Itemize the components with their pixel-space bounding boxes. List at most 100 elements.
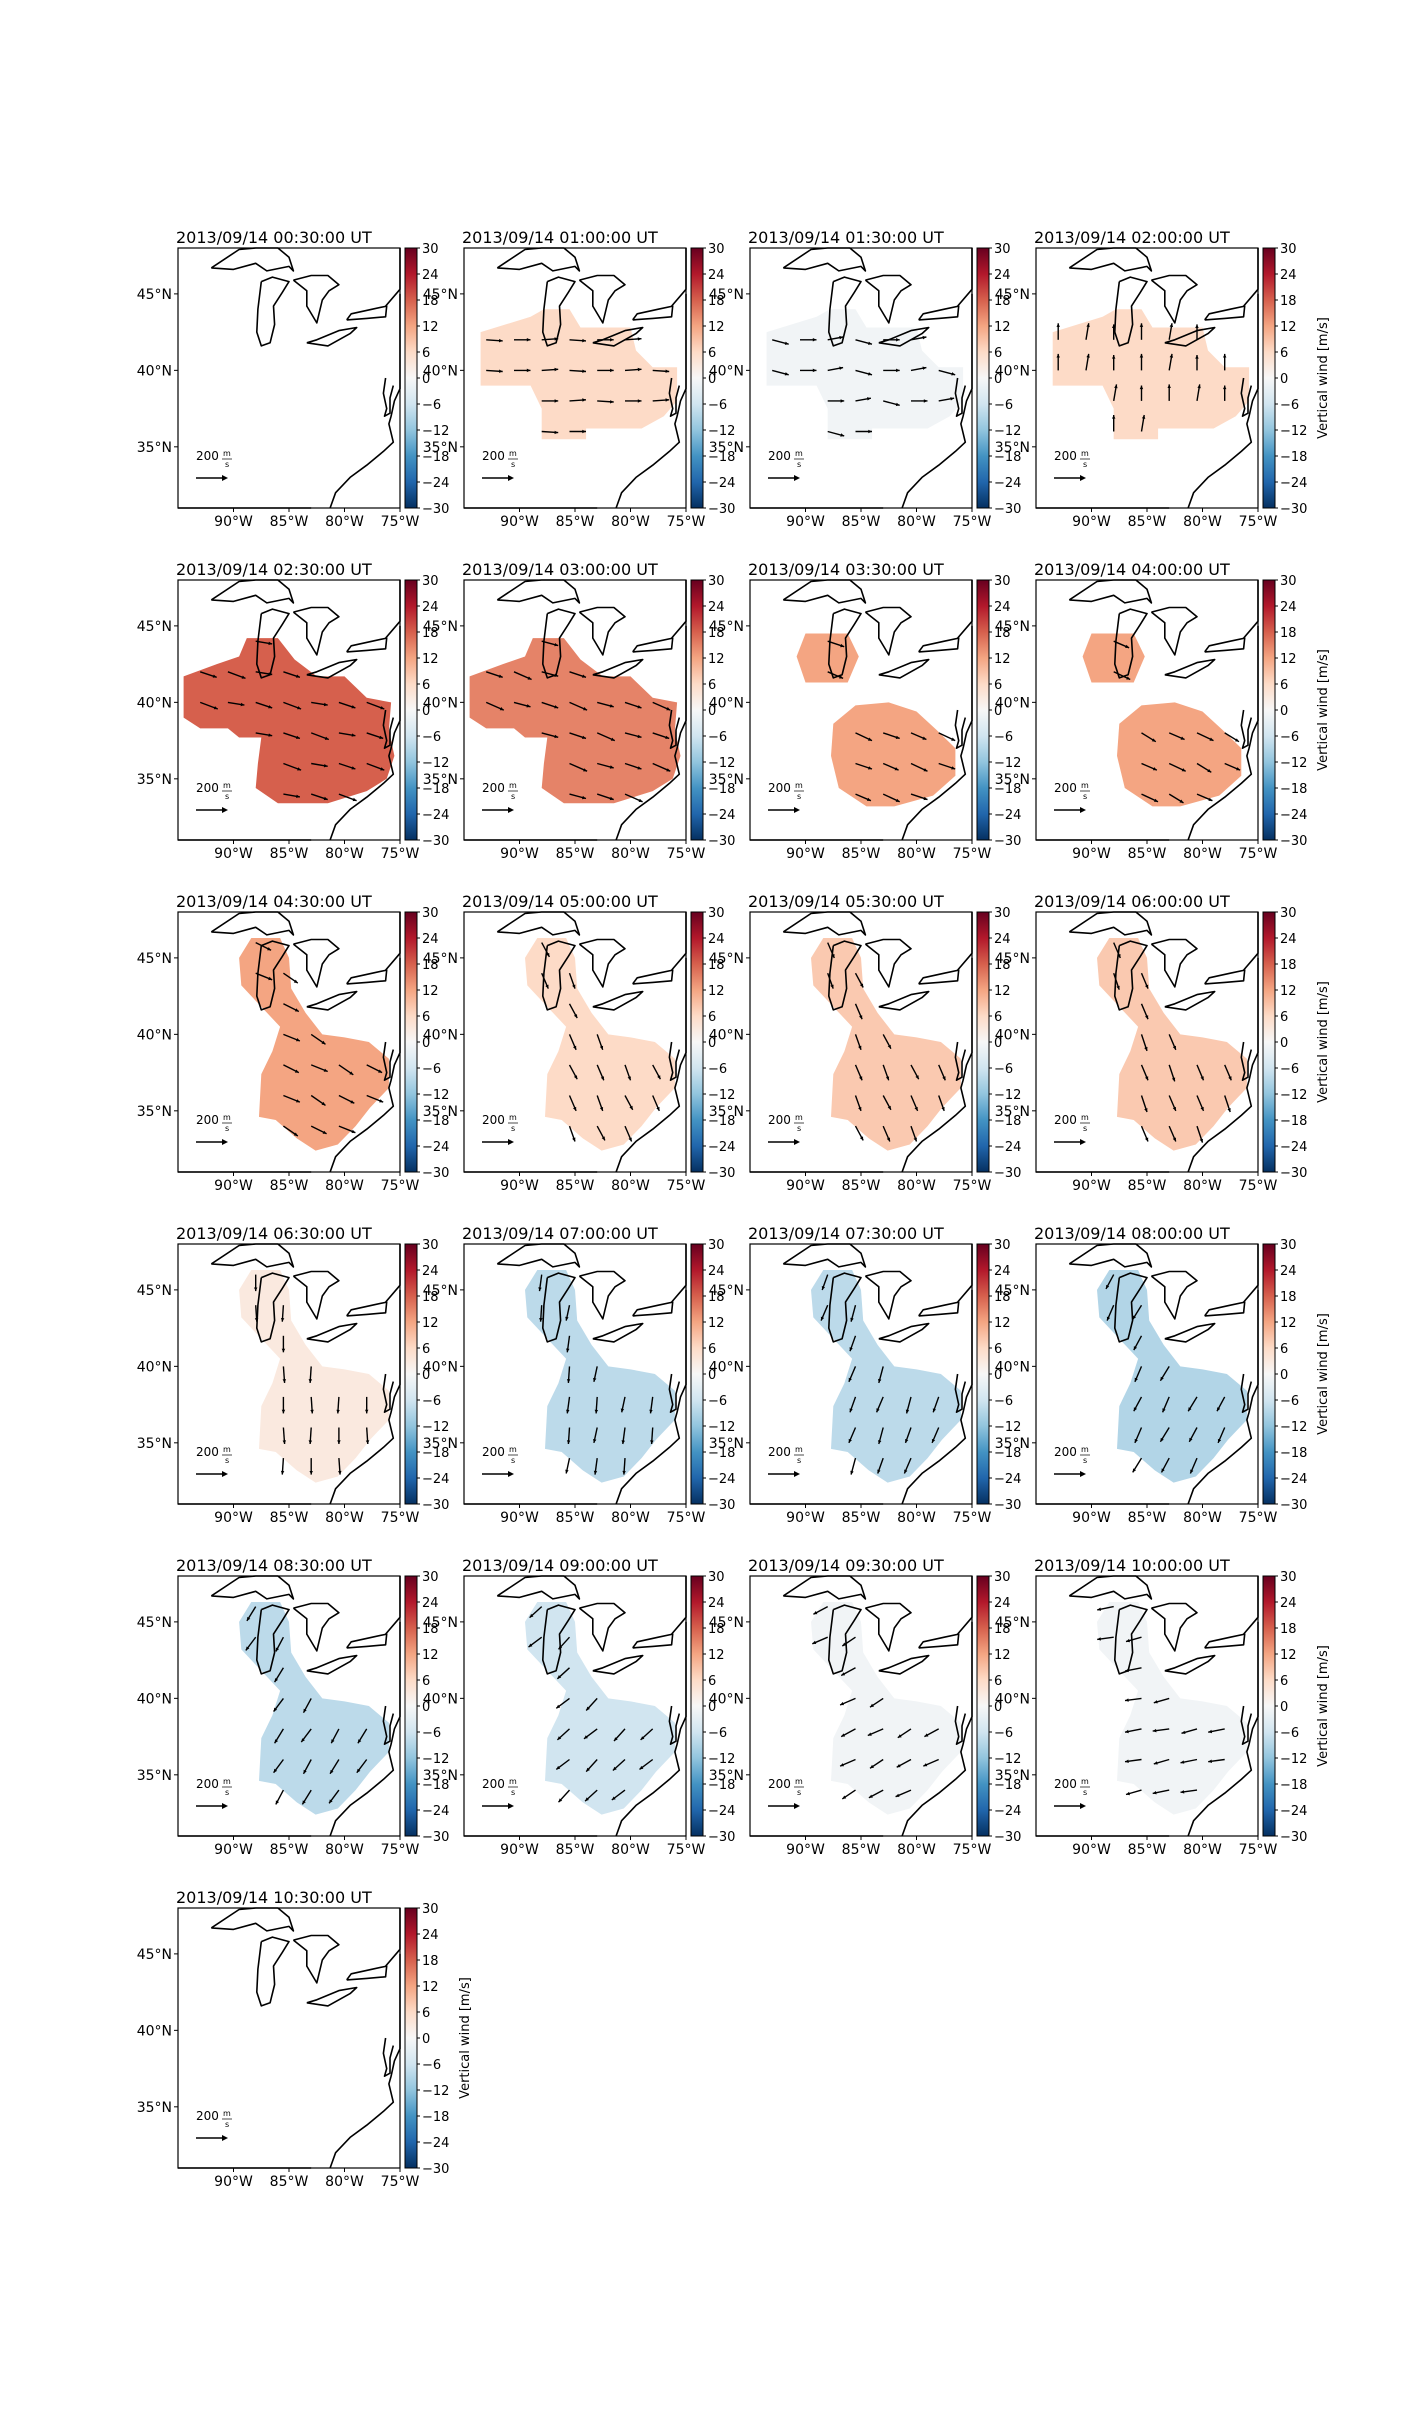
- wind-arrow-head: [572, 984, 576, 989]
- colorbar-tick-label: −12: [708, 756, 735, 771]
- colorbar-tick-label: 0: [1280, 1700, 1288, 1715]
- wind-arrow-head: [1106, 1284, 1110, 1289]
- wind-arrow-head: [922, 736, 927, 740]
- panel-15: 2013/09/14 07:30:00 UT 45°N 40°N 35°N 90°W 85…: [709, 1224, 1022, 1526]
- arrow-key-unit-bottom: s: [225, 1124, 229, 1133]
- wind-arrow-head: [840, 399, 845, 403]
- wind-arrow-head: [923, 768, 928, 772]
- colorbar-tick-label: 0: [1280, 1036, 1288, 1051]
- lon-tick-label: 75°W: [381, 1510, 420, 1526]
- colorbar-tick-label: 6: [1280, 1342, 1288, 1357]
- wind-arrow-head: [330, 1769, 334, 1774]
- coastline-3: [210, 247, 295, 272]
- colorbar-tick-label: −6: [708, 1062, 727, 1077]
- colorbar-tick-label: −6: [422, 1394, 441, 1409]
- colorbar-tick-label: −18: [994, 1778, 1021, 1793]
- wind-arrow-head: [498, 674, 503, 678]
- colorbar-tick-label: 12: [708, 1648, 725, 1663]
- lat-tick-label: 45°N: [423, 619, 458, 635]
- wind-arrow-head: [1056, 353, 1060, 358]
- colorbar-tick-label: −12: [422, 2084, 449, 2099]
- coastline-9: [1240, 1373, 1253, 1413]
- colorbar-tick-label: −6: [708, 398, 727, 413]
- lat-tick-label: 45°N: [137, 1283, 172, 1299]
- colorbar-tick-label: 24: [994, 1264, 1011, 1279]
- wind-arrow-head: [1112, 415, 1116, 419]
- lon-tick-label: 85°W: [842, 1178, 881, 1194]
- wind-arrow-head: [922, 366, 927, 370]
- wind-arrow-head: [629, 1105, 633, 1110]
- lat-tick-label: 45°N: [137, 619, 172, 635]
- lon-tick-label: 80°W: [325, 514, 364, 530]
- panel-4: 2013/09/14 02:00:00 UT 45°N 40°N 35°N 90°W 85…: [995, 228, 1331, 530]
- wind-arrow-head: [1133, 1346, 1137, 1351]
- wind-arrow-head: [267, 947, 272, 951]
- arrow-key-unit-top: m: [509, 1445, 517, 1454]
- colorbar-tick-label: 18: [994, 1622, 1011, 1637]
- wind-arrow-head: [554, 705, 559, 709]
- wind-arrow-head: [1180, 736, 1185, 740]
- lon-tick-label: 80°W: [897, 1510, 936, 1526]
- colorbar-tick-label: −30: [422, 1166, 449, 1181]
- wind-arrow-head: [867, 1732, 872, 1736]
- coastline-5: [292, 938, 340, 988]
- wind-arrow-head: [951, 766, 956, 770]
- wind-arrow-head: [212, 674, 217, 678]
- colorbar-tick-label: −12: [422, 1088, 449, 1103]
- wind-arrow-head: [554, 643, 559, 647]
- lat-tick-label: 45°N: [423, 1283, 458, 1299]
- coastline-7: [918, 305, 960, 321]
- wind-arrow-head: [308, 1379, 313, 1383]
- wind-arrow-head: [1144, 1108, 1148, 1112]
- region-fill-1: [766, 309, 964, 440]
- colorbar-tick-label: −24: [422, 1472, 449, 1487]
- lat-tick-label: 45°N: [709, 287, 744, 303]
- wind-arrow-head: [554, 399, 559, 403]
- coastline-8: [384, 1908, 401, 1967]
- wind-arrow-head: [1126, 1638, 1130, 1643]
- wind-arrow-head: [566, 1440, 571, 1444]
- colorbar: [404, 911, 418, 1173]
- wind-arrow-head: [839, 335, 844, 340]
- wind-arrow-head: [1235, 738, 1239, 742]
- lon-tick-label: 75°W: [381, 846, 420, 862]
- lon-tick-label: 85°W: [270, 1178, 309, 1194]
- colorbar-tick-label: 6: [994, 678, 1002, 693]
- colorbar-tick-label: 24: [422, 1928, 439, 1943]
- coastline-9: [668, 1373, 681, 1413]
- wind-arrow-head: [349, 1071, 354, 1075]
- coastline-4: [255, 608, 290, 679]
- wind-arrow-head: [296, 735, 300, 739]
- lon-tick-label: 85°W: [556, 1842, 595, 1858]
- lat-tick-label: 35°N: [709, 772, 744, 788]
- lat-tick-label: 40°N: [709, 1691, 744, 1707]
- colorbar-tick-label: −6: [1280, 1062, 1299, 1077]
- coastline-4: [1114, 276, 1148, 347]
- arrow-key-unit-bottom: s: [225, 2120, 229, 2129]
- panel-title: 2013/09/14 10:30:00 UT: [176, 1888, 372, 1907]
- colorbar-tick-label: −12: [708, 424, 735, 439]
- colorbar-tick-label: 24: [1280, 1264, 1297, 1279]
- colorbar-tick-label: 6: [422, 1674, 430, 1689]
- lon-tick-label: 90°W: [214, 846, 253, 862]
- arrow-key-label: 200: [768, 1445, 791, 1459]
- wind-arrow-head: [1133, 1407, 1137, 1412]
- colorbar-tick-label: 6: [422, 2006, 430, 2021]
- wind-arrow-head: [582, 398, 586, 402]
- panel-21: 2013/09/14 10:30:00 UT 45°N 40°N 35°N 90°W 85…: [137, 1888, 473, 2190]
- wind-arrow-head: [586, 1706, 590, 1711]
- arrow-key-label: 200: [196, 1777, 219, 1791]
- wind-arrow-head: [1195, 324, 1199, 328]
- lon-tick-label: 80°W: [325, 1842, 364, 1858]
- wind-arrow-head: [324, 736, 329, 740]
- lon-tick-label: 75°W: [953, 846, 992, 862]
- wind-arrow-head: [1207, 769, 1212, 773]
- lon-tick-label: 90°W: [214, 2174, 253, 2190]
- wind-arrow-head: [868, 1794, 873, 1798]
- panel-6: 2013/09/14 03:00:00 UT 45°N 40°N 35°N 90°W 85…: [423, 560, 736, 862]
- wind-arrow-head: [637, 766, 642, 770]
- colorbar-tick-label: 24: [708, 1596, 725, 1611]
- wind-arrow-head: [268, 733, 273, 737]
- coastline-6: [592, 658, 644, 679]
- lon-tick-label: 85°W: [270, 1510, 309, 1526]
